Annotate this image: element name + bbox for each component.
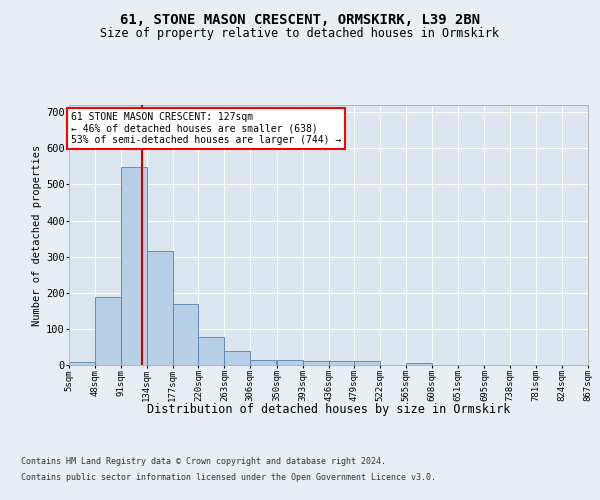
Bar <box>250 360 276 365</box>
Bar <box>173 304 199 365</box>
Bar <box>302 362 329 365</box>
Text: Contains public sector information licensed under the Open Government Licence v3: Contains public sector information licen… <box>21 472 436 482</box>
Text: Contains HM Land Registry data © Crown copyright and database right 2024.: Contains HM Land Registry data © Crown c… <box>21 458 386 466</box>
Text: Distribution of detached houses by size in Ormskirk: Distribution of detached houses by size … <box>147 402 511 415</box>
Text: 61 STONE MASON CRESCENT: 127sqm
← 46% of detached houses are smaller (638)
53% o: 61 STONE MASON CRESCENT: 127sqm ← 46% of… <box>71 112 341 146</box>
Text: 61, STONE MASON CRESCENT, ORMSKIRK, L39 2BN: 61, STONE MASON CRESCENT, ORMSKIRK, L39 … <box>120 12 480 26</box>
Bar <box>406 363 432 365</box>
Bar <box>277 360 302 365</box>
Bar <box>224 350 250 365</box>
Bar <box>95 297 121 365</box>
Y-axis label: Number of detached properties: Number of detached properties <box>32 144 42 326</box>
Bar <box>329 362 355 365</box>
Bar <box>121 167 146 365</box>
Bar <box>146 251 173 365</box>
Bar <box>355 362 380 365</box>
Bar <box>199 337 224 365</box>
Text: Size of property relative to detached houses in Ormskirk: Size of property relative to detached ho… <box>101 28 499 40</box>
Bar <box>69 362 95 365</box>
